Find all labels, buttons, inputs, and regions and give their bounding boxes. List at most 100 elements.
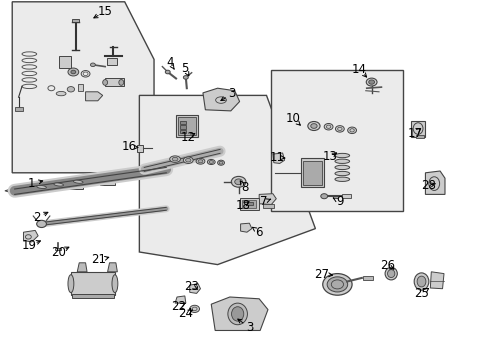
Bar <box>300 158 324 187</box>
Text: 7: 7 <box>260 195 267 208</box>
Ellipse shape <box>322 274 351 295</box>
Text: 10: 10 <box>285 112 300 125</box>
Ellipse shape <box>334 159 349 163</box>
Polygon shape <box>425 171 444 194</box>
Ellipse shape <box>71 70 76 74</box>
Bar <box>71 272 115 295</box>
Bar <box>180 121 185 124</box>
Ellipse shape <box>217 160 224 165</box>
Ellipse shape <box>334 171 349 176</box>
Ellipse shape <box>234 179 242 185</box>
Text: 17: 17 <box>407 127 421 140</box>
Ellipse shape <box>335 126 344 132</box>
Ellipse shape <box>347 127 356 134</box>
Bar <box>72 294 114 298</box>
Ellipse shape <box>307 122 320 130</box>
Bar <box>176 115 198 137</box>
Bar <box>241 200 256 208</box>
Ellipse shape <box>231 176 245 187</box>
Ellipse shape <box>227 303 247 325</box>
Ellipse shape <box>385 267 397 280</box>
Ellipse shape <box>416 276 425 287</box>
Polygon shape <box>23 230 38 242</box>
Bar <box>105 78 123 86</box>
Ellipse shape <box>413 273 428 290</box>
Polygon shape <box>240 223 251 232</box>
Text: 15: 15 <box>98 5 112 18</box>
Polygon shape <box>77 263 87 272</box>
Ellipse shape <box>185 158 190 162</box>
Ellipse shape <box>165 70 170 74</box>
Polygon shape <box>211 297 267 330</box>
Bar <box>180 125 185 129</box>
Ellipse shape <box>189 305 199 312</box>
Polygon shape <box>139 95 315 265</box>
Ellipse shape <box>334 165 349 170</box>
Text: 3: 3 <box>228 87 236 100</box>
Bar <box>263 204 273 208</box>
Text: 8: 8 <box>240 181 248 194</box>
Bar <box>303 161 321 185</box>
Ellipse shape <box>68 275 74 293</box>
Text: 26: 26 <box>379 259 394 272</box>
Text: 6: 6 <box>255 226 263 239</box>
Bar <box>180 130 185 133</box>
Polygon shape <box>85 92 102 101</box>
Text: 12: 12 <box>180 131 195 144</box>
Ellipse shape <box>326 277 347 292</box>
Bar <box>178 117 195 135</box>
Bar <box>410 121 425 137</box>
Bar <box>78 84 83 91</box>
Ellipse shape <box>198 160 203 163</box>
Text: 2: 2 <box>33 211 41 224</box>
Bar <box>137 145 142 152</box>
Polygon shape <box>259 194 276 204</box>
Ellipse shape <box>54 183 63 186</box>
Text: 23: 23 <box>184 280 199 293</box>
Polygon shape <box>429 272 443 289</box>
Ellipse shape <box>37 220 46 228</box>
Ellipse shape <box>334 177 349 181</box>
Polygon shape <box>106 58 117 65</box>
Text: 22: 22 <box>171 300 185 313</box>
Ellipse shape <box>169 156 180 162</box>
Text: 28: 28 <box>421 179 435 192</box>
Polygon shape <box>271 70 403 211</box>
Text: 4: 4 <box>166 57 174 69</box>
Ellipse shape <box>231 307 243 321</box>
Ellipse shape <box>196 158 204 164</box>
Ellipse shape <box>183 157 193 163</box>
Ellipse shape <box>207 159 215 165</box>
Ellipse shape <box>386 270 394 278</box>
Polygon shape <box>175 296 185 303</box>
Polygon shape <box>68 180 83 189</box>
Bar <box>55 248 61 250</box>
Bar <box>247 202 253 205</box>
Ellipse shape <box>366 78 376 86</box>
Ellipse shape <box>67 86 74 92</box>
Text: 16: 16 <box>122 140 137 153</box>
Text: 11: 11 <box>269 151 284 164</box>
Ellipse shape <box>334 153 349 158</box>
Ellipse shape <box>320 194 327 199</box>
Ellipse shape <box>219 161 223 164</box>
Polygon shape <box>107 263 117 272</box>
Polygon shape <box>272 153 284 163</box>
Ellipse shape <box>368 80 374 84</box>
Text: 14: 14 <box>351 63 366 76</box>
Ellipse shape <box>73 180 83 183</box>
Text: 13: 13 <box>322 150 337 163</box>
Bar <box>59 56 71 68</box>
Ellipse shape <box>209 161 213 163</box>
Polygon shape <box>203 88 239 111</box>
Text: 1: 1 <box>28 177 36 190</box>
Text: 5: 5 <box>181 62 188 75</box>
Ellipse shape <box>310 123 316 129</box>
Ellipse shape <box>324 123 332 130</box>
Bar <box>342 194 350 198</box>
Ellipse shape <box>56 91 66 96</box>
Ellipse shape <box>119 80 123 85</box>
Ellipse shape <box>37 185 46 189</box>
Text: 9: 9 <box>335 195 343 208</box>
Polygon shape <box>5 188 15 194</box>
